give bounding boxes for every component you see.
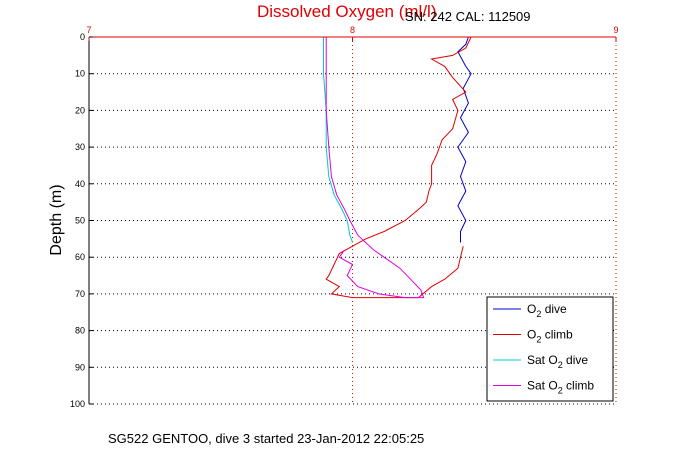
legend-label-1: O2 climb bbox=[527, 328, 573, 345]
legend-label-3: Sat O2 climb bbox=[527, 379, 594, 396]
y-tick-label-50: 50 bbox=[75, 216, 85, 226]
chart-title: Dissolved Oxygen (ml/l) bbox=[257, 2, 437, 21]
y-tick-label-100: 100 bbox=[70, 399, 85, 409]
legend-label-2: Sat O2 dive bbox=[527, 353, 588, 370]
y-tick-label-40: 40 bbox=[75, 179, 85, 189]
y-tick-label-20: 20 bbox=[75, 105, 85, 115]
y-tick-label-90: 90 bbox=[75, 362, 85, 372]
series-line-2 bbox=[323, 37, 353, 243]
y-tick-label-10: 10 bbox=[75, 69, 85, 79]
y-tick-label-0: 0 bbox=[80, 32, 85, 42]
legend-label-0: O2 dive bbox=[527, 302, 567, 319]
legend-box bbox=[486, 296, 614, 402]
series-layer bbox=[323, 36, 472, 299]
y-tick-label-30: 30 bbox=[75, 142, 85, 152]
series-line-0 bbox=[457, 36, 472, 243]
axes bbox=[88, 36, 617, 405]
y-tick-label-70: 70 bbox=[75, 289, 85, 299]
series-line-1 bbox=[325, 36, 472, 299]
x-tick-label-8: 8 bbox=[350, 25, 355, 35]
calibration-annotation: SN: 242 CAL: 112509 bbox=[405, 9, 531, 24]
series-line-3 bbox=[325, 37, 425, 299]
y-axis-label: Depth (m) bbox=[48, 184, 65, 255]
y-tick-label-60: 60 bbox=[75, 252, 85, 262]
tick-labels: 0 10 20 30 40 50 60 70 80 90 100 7 8 9 bbox=[70, 25, 619, 409]
dive-footer: SG522 GENTOO, dive 3 started 23-Jan-2012… bbox=[108, 431, 425, 446]
x-tick-label-7: 7 bbox=[86, 25, 91, 35]
x-tick-label-9: 9 bbox=[613, 25, 618, 35]
y-tick-label-80: 80 bbox=[75, 326, 85, 336]
legend: O2 dive O2 climb Sat O2 dive Sat O2 climb bbox=[486, 296, 614, 402]
